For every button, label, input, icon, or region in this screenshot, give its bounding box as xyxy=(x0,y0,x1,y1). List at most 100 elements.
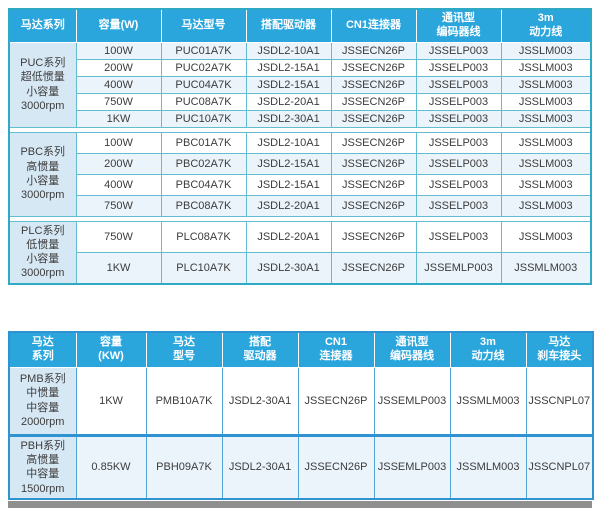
spec-cell: PLC08A7K xyxy=(160,220,247,253)
column-header: 容量(W) xyxy=(75,8,162,43)
column-header: 通讯型 编码器线 xyxy=(415,8,502,43)
spec-cell: JSSMLM003 xyxy=(449,366,527,436)
table-row: 1KW PLC10A7K JSDL2-30A1 JSSECN26P JSSEMLP003… xyxy=(9,251,592,285)
spec-cell: PUC10A7K xyxy=(160,109,247,128)
spec-cell: JSSELP003 xyxy=(415,41,502,60)
column-header: 马达 系列 xyxy=(8,331,77,368)
column-header: CN1 连接器 xyxy=(297,331,375,368)
table-row: 400W PUC04A7K JSDL2-15A1 JSSECN26P JSSELP003… xyxy=(9,75,592,94)
spec-cell: JSSECN26P xyxy=(330,75,417,94)
spec-cell: PMB10A7K xyxy=(145,366,223,436)
table-row: 200W PBC02A7K JSDL2-15A1 JSSECN26P JSSELP003… xyxy=(9,152,592,175)
spec-cell: 400W xyxy=(75,75,162,94)
spec-cell: JSDL2-15A1 xyxy=(245,58,332,77)
table-row: PLC系列 低惯量 小容量 3000rpm 750W PLC08A7K JSDL2-2… xyxy=(8,220,592,285)
spec-cell: 750W xyxy=(75,92,162,111)
spec-cell: 750W xyxy=(75,194,162,217)
column-header: 马达型号 xyxy=(160,8,247,43)
spec-cell: JSSLM003 xyxy=(500,58,592,77)
table-row: PUC系列 超低惯量 小容量 3000rpm 100W PUC01A7K JSDL2-… xyxy=(8,41,592,128)
series-cell: PBC系列 高惯量 小容量 3000rpm xyxy=(8,131,77,217)
spec-cell: JSSECN26P xyxy=(330,92,417,111)
table-row: 750W PUC08A7K JSDL2-20A1 JSSECN26P JSSELP003… xyxy=(9,92,592,111)
spec-cell: JSSLM003 xyxy=(500,41,592,60)
column-header: 3m 动力线 xyxy=(500,8,592,43)
spec-cell: 0.85KW xyxy=(75,433,147,500)
spec-cell: PUC08A7K xyxy=(160,92,247,111)
spec-cell: JSSECN26P xyxy=(330,220,417,253)
spec-cell: JSSELP003 xyxy=(415,152,502,175)
series-cell: PLC系列 低惯量 小容量 3000rpm xyxy=(8,220,77,285)
spec-cell: PBC08A7K xyxy=(160,194,247,217)
table-row: PBC系列 高惯量 小容量 3000rpm 100W PBC01A7K JSDL2-1… xyxy=(8,131,592,217)
group-gap-row xyxy=(9,216,591,221)
spec-cell: 200W xyxy=(75,58,162,77)
spec-cell: JSSELP003 xyxy=(415,173,502,196)
motor-table-watt: 马达系列 容量(W) 马达型号 搭配驱动器 CN1连接器 通讯型 编码器线 3m 动力线 P… xyxy=(8,8,592,285)
spec-cell: JSDL2-30A1 xyxy=(221,433,299,500)
table-row: 750W PBC08A7K JSDL2-20A1 JSSECN26P JSSELP003… xyxy=(9,194,592,217)
spec-cell: JSSLM003 xyxy=(500,131,592,154)
motor-table-kw: 马达 系列 容量 (KW) 马达 型号 搭配 驱动器 CN1 连接器 通讯型 编码器线 3m… xyxy=(8,330,594,501)
spec-cell: JSDL2-20A1 xyxy=(245,194,332,217)
table-row: PMB系列 中惯量 中容量 2000rpm 1KW PMB10A7K JSDL2-30… xyxy=(8,366,594,436)
column-header: 容量 (KW) xyxy=(75,331,147,368)
spec-cell: JSSECN26P xyxy=(330,131,417,154)
table-row: 400W PBC04A7K JSDL2-15A1 JSSECN26P JSSELP003… xyxy=(9,173,592,196)
spec-cell: 400W xyxy=(75,173,162,196)
spec-cell: 1KW xyxy=(75,251,162,285)
spec-cell: JSSECN26P xyxy=(330,251,417,285)
spec-cell: JSSCNPL07 xyxy=(525,433,594,500)
table-row: 200W PUC02A7K JSDL2-15A1 JSSECN26P JSSELP003… xyxy=(9,58,592,77)
spec-cell: JSSEMLP003 xyxy=(373,433,451,500)
spec-cell: JSSECN26P xyxy=(330,109,417,128)
series-cell: PMB系列 中惯量 中容量 2000rpm xyxy=(8,366,77,436)
spec-cell: 750W xyxy=(75,220,162,253)
column-header: 马达 刹车接头 xyxy=(525,331,594,368)
spec-cell: JSDL2-20A1 xyxy=(245,220,332,253)
spec-cell: JSSMLM003 xyxy=(500,251,592,285)
spec-cell: JSSECN26P xyxy=(330,194,417,217)
column-header: 3m 动力线 xyxy=(449,331,527,368)
spec-cell: JSDL2-10A1 xyxy=(245,41,332,60)
spec-cell: PUC01A7K xyxy=(160,41,247,60)
spec-cell: PBC04A7K xyxy=(160,173,247,196)
group-gap-cell xyxy=(9,127,591,132)
spec-cell: 200W xyxy=(75,152,162,175)
spec-cell: JSDL2-15A1 xyxy=(245,173,332,196)
spec-cell: JSDL2-15A1 xyxy=(245,75,332,94)
header-row: 马达 系列 容量 (KW) 马达 型号 搭配 驱动器 CN1 连接器 通讯型 编码器线 3m… xyxy=(8,331,594,368)
spec-cell: JSSELP003 xyxy=(415,194,502,217)
spec-cell: 100W xyxy=(75,41,162,60)
group-gap-row xyxy=(9,127,591,132)
spec-cell: PUC04A7K xyxy=(160,75,247,94)
spec-cell: JSDL2-15A1 xyxy=(245,152,332,175)
spec-cell: JSSLM003 xyxy=(500,109,592,128)
column-header: 通讯型 编码器线 xyxy=(373,331,451,368)
spec-cell: JSSECN26P xyxy=(297,366,375,436)
column-header: 马达系列 xyxy=(8,8,77,43)
spec-cell: JSSLM003 xyxy=(500,220,592,253)
series-cell: PBH系列 高惯量 中容量 1500rpm xyxy=(8,433,77,500)
spec-cell: JSSLM003 xyxy=(500,173,592,196)
spec-cell: JSSECN26P xyxy=(330,58,417,77)
spec-cell: JSDL2-30A1 xyxy=(245,109,332,128)
spec-cell: JSDL2-30A1 xyxy=(245,251,332,285)
spec-cell: JSDL2-20A1 xyxy=(245,92,332,111)
column-header: 搭配驱动器 xyxy=(245,8,332,43)
spec-cell: PBC02A7K xyxy=(160,152,247,175)
spec-cell: PLC10A7K xyxy=(160,251,247,285)
spec-cell: PBC01A7K xyxy=(160,131,247,154)
spec-cell: JSSECN26P xyxy=(330,152,417,175)
spec-cell: JSDL2-30A1 xyxy=(221,366,299,436)
series-cell: PUC系列 超低惯量 小容量 3000rpm xyxy=(8,41,77,128)
spec-cell: JSSELP003 xyxy=(415,109,502,128)
spec-cell: JSSECN26P xyxy=(330,173,417,196)
motor-table-kw-body: PMB系列 中惯量 中容量 2000rpm 1KW PMB10A7K JSDL2-30… xyxy=(8,366,594,500)
group-gap-cell xyxy=(9,216,591,221)
spec-cell: PUC02A7K xyxy=(160,58,247,77)
spec-cell: JSSEMLP003 xyxy=(415,251,502,285)
spec-cell: JSSECN26P xyxy=(330,41,417,60)
partial-next-table-strip xyxy=(8,501,592,509)
